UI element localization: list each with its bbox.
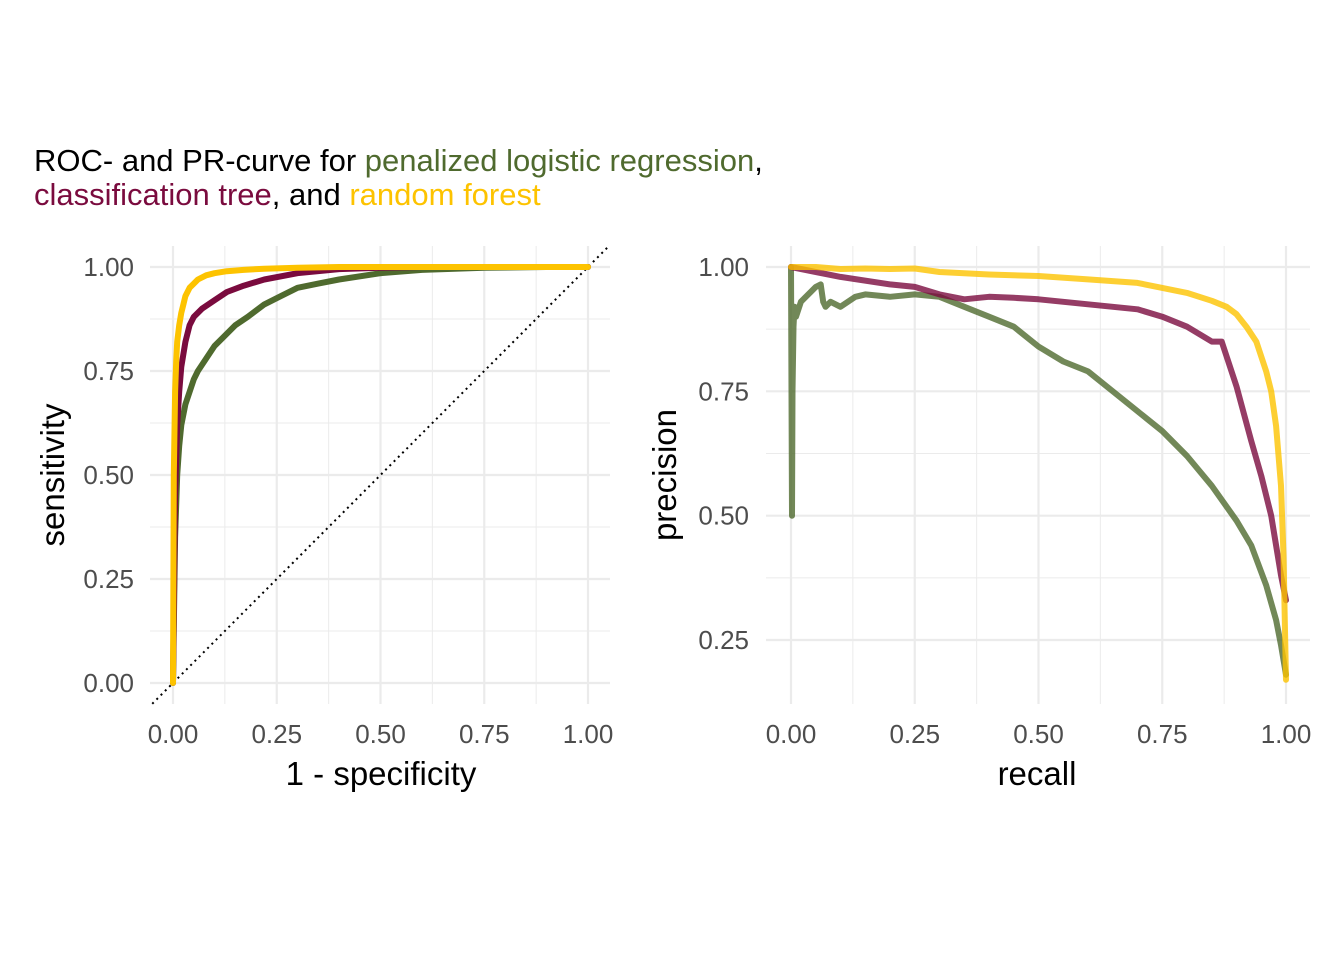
y-tick-label: 0.75 — [698, 376, 749, 406]
series-line-classification-tree — [788, 264, 1289, 604]
x-tick-label: 0.00 — [148, 719, 199, 749]
title-model-logistic: penalized logistic regression — [364, 143, 755, 178]
series-line-penalized-logistic-regression — [788, 264, 1289, 678]
x-axis-title: recall — [998, 755, 1077, 792]
title-line-2: classification tree, and random forest — [34, 178, 763, 212]
y-tick-label: 0.00 — [83, 668, 134, 698]
y-axis-title: sensitivity — [34, 403, 71, 547]
title-text-2: , — [754, 143, 763, 178]
series-line-random-forest — [788, 264, 1289, 683]
y-tick-label: 0.25 — [698, 625, 749, 655]
x-tick-label: 0.50 — [355, 719, 406, 749]
series-line-random-forest — [170, 264, 591, 686]
x-tick-label: 0.50 — [1013, 719, 1064, 749]
roc-panel: 0.00 0.25 0.50 0.75 1.00 0.00 0.25 0.50 0.75 1.00… — [34, 245, 614, 792]
y-tick-label: 0.25 — [83, 564, 134, 594]
x-axis-title: 1 - specificity — [286, 755, 477, 792]
y-axis-title: precision — [646, 409, 683, 541]
x-tick-label: 0.25 — [889, 719, 940, 749]
series-line-penalized-logistic-regression — [170, 264, 591, 686]
x-tick-label: 0.25 — [251, 719, 302, 749]
x-tick-label: 0.75 — [1137, 719, 1188, 749]
y-tick-label: 0.50 — [698, 501, 749, 531]
x-tick-label: 0.75 — [459, 719, 510, 749]
pr-panel: 0.00 0.25 0.50 0.75 1.00 0.25 0.50 0.75 1.00 reca… — [646, 246, 1311, 792]
y-tick-label: 0.50 — [83, 460, 134, 490]
title-model-tree: classification tree — [34, 177, 272, 212]
y-tick-label: 1.00 — [83, 252, 134, 282]
y-tick-label: 0.75 — [83, 356, 134, 386]
title-model-forest: random forest — [349, 177, 541, 212]
x-tick-label: 1.00 — [1261, 719, 1312, 749]
x-tick-label: 1.00 — [563, 719, 614, 749]
title-text-1: ROC- and PR-curve for — [34, 143, 365, 178]
chart-title: ROC- and PR-curve for penalized logistic… — [34, 144, 763, 212]
title-line-1: ROC- and PR-curve for penalized logistic… — [34, 144, 763, 178]
x-tick-label: 0.00 — [766, 719, 817, 749]
title-text-3: , and — [271, 177, 350, 212]
y-tick-label: 1.00 — [698, 252, 749, 282]
